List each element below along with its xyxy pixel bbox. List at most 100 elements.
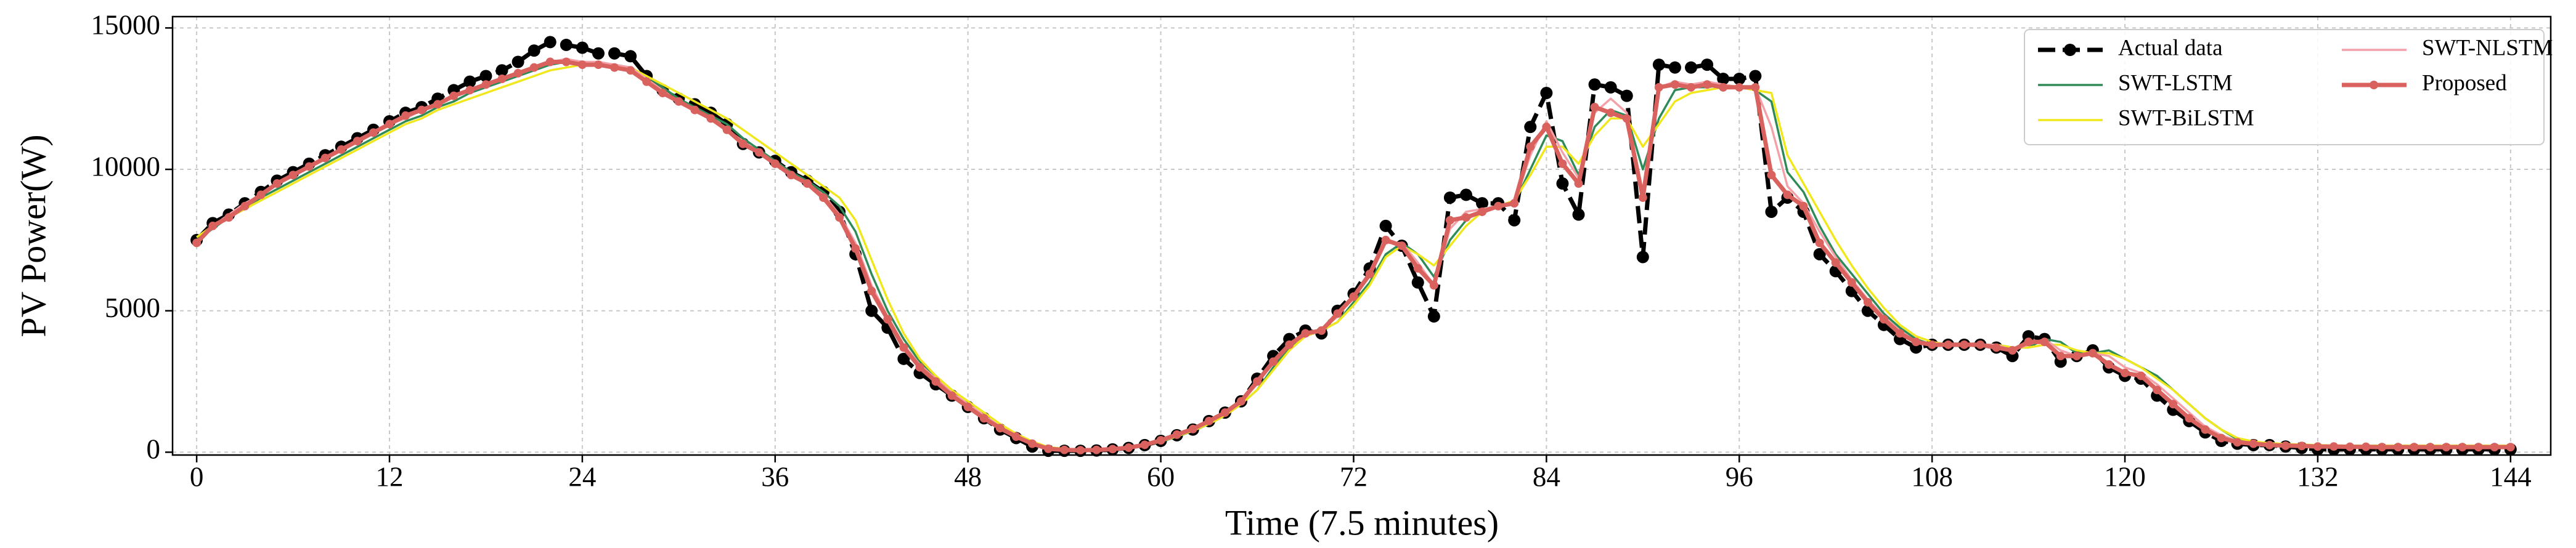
marker	[240, 201, 250, 211]
marker	[915, 363, 924, 372]
marker	[1429, 281, 1438, 290]
marker	[897, 352, 910, 365]
marker	[1413, 264, 1422, 273]
marker	[1574, 179, 1583, 188]
x-axis-label: Time (7.5 minutes)	[1225, 502, 1499, 542]
marker	[288, 171, 298, 180]
marker	[626, 66, 635, 75]
marker	[1558, 159, 1567, 168]
legend-marker	[2370, 81, 2378, 89]
marker	[1928, 340, 1937, 349]
marker	[465, 86, 475, 95]
marker	[1220, 408, 1229, 417]
marker	[1588, 78, 1601, 91]
marker	[1510, 199, 1519, 208]
marker	[1572, 208, 1585, 221]
marker	[1285, 340, 1294, 349]
marker	[1733, 73, 1746, 86]
y-tick-label: 5000	[105, 292, 160, 323]
marker	[385, 119, 394, 129]
marker	[208, 221, 218, 230]
marker	[610, 63, 619, 72]
marker	[899, 343, 908, 352]
marker	[642, 77, 651, 86]
marker	[2506, 443, 2515, 452]
marker	[1526, 142, 1535, 151]
marker	[1524, 121, 1537, 134]
marker	[1508, 214, 1521, 227]
marker	[2233, 438, 2242, 447]
marker	[1459, 188, 1472, 201]
marker	[1411, 276, 1424, 289]
marker	[224, 213, 234, 222]
marker	[495, 64, 508, 77]
marker	[545, 57, 555, 66]
marker	[1269, 357, 1278, 366]
marker	[2458, 443, 2467, 452]
marker	[770, 159, 780, 168]
marker	[2153, 385, 2162, 395]
marker	[1494, 201, 1503, 211]
marker	[722, 125, 732, 134]
marker	[2121, 368, 2130, 377]
marker	[1204, 416, 1213, 425]
y-tick-label: 10000	[91, 151, 161, 182]
marker	[2137, 371, 2146, 381]
marker	[1476, 197, 1489, 210]
marker	[1654, 83, 1663, 92]
x-tick-label: 12	[376, 461, 404, 492]
marker	[544, 36, 556, 49]
marker	[256, 190, 266, 199]
marker	[1636, 251, 1649, 264]
marker	[1427, 310, 1440, 323]
marker	[433, 100, 442, 109]
marker	[931, 377, 940, 386]
y-axis-label: PV Power(W)	[13, 134, 53, 337]
y-tick-label: 0	[147, 434, 161, 465]
marker	[1027, 439, 1037, 448]
legend-box	[2024, 29, 2545, 145]
marker	[2378, 443, 2387, 452]
marker	[1992, 343, 2001, 352]
marker	[1783, 190, 1792, 199]
x-tick-label: 24	[568, 461, 596, 492]
marker	[1912, 337, 1921, 347]
x-tick-label: 120	[2104, 461, 2146, 492]
marker	[2169, 400, 2178, 409]
marker	[1701, 58, 1714, 71]
marker	[449, 91, 459, 100]
marker	[1478, 207, 1487, 216]
marker	[401, 111, 410, 120]
marker	[1620, 89, 1633, 102]
marker	[1895, 329, 1904, 338]
marker	[336, 145, 346, 154]
marker	[1847, 278, 1856, 287]
marker	[2249, 439, 2258, 448]
marker	[1606, 108, 1615, 118]
marker	[1604, 81, 1617, 94]
marker	[754, 148, 764, 157]
marker	[512, 55, 524, 68]
marker	[1863, 297, 1872, 307]
marker	[1960, 340, 1969, 349]
marker	[479, 70, 492, 83]
marker	[738, 139, 748, 148]
marker	[2265, 440, 2274, 449]
marker	[1044, 444, 1053, 453]
marker	[1172, 430, 1181, 439]
marker	[528, 44, 540, 57]
marker	[658, 89, 667, 98]
marker	[979, 414, 988, 423]
marker	[1397, 241, 1406, 251]
marker	[561, 57, 571, 66]
x-tick-label: 60	[1147, 461, 1175, 492]
x-tick-label: 96	[1726, 461, 1753, 492]
marker	[1445, 216, 1454, 225]
marker	[1365, 270, 1374, 279]
marker	[1461, 213, 1470, 222]
marker	[851, 244, 860, 253]
marker	[2281, 441, 2290, 450]
marker	[1719, 83, 1728, 92]
marker	[2346, 442, 2355, 451]
marker	[1652, 58, 1665, 71]
